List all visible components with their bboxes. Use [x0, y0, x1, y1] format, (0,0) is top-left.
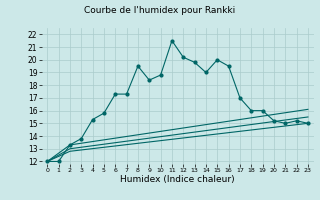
Text: Courbe de l'humidex pour Rankki: Courbe de l'humidex pour Rankki — [84, 6, 236, 15]
X-axis label: Humidex (Indice chaleur): Humidex (Indice chaleur) — [120, 175, 235, 184]
